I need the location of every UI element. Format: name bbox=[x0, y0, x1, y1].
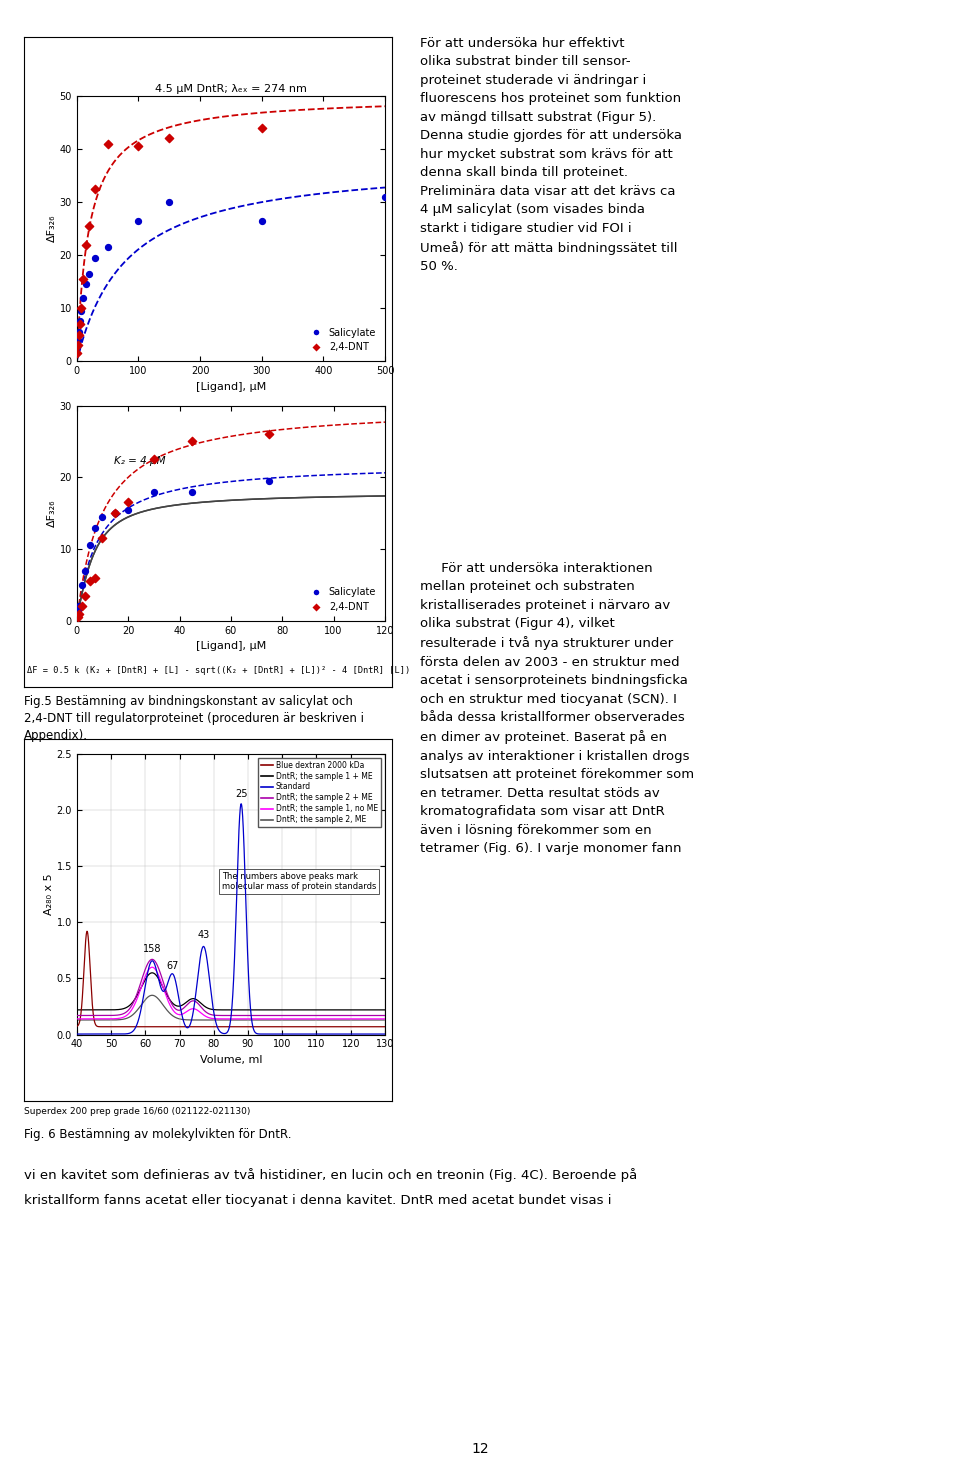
Point bbox=[79, 272, 94, 296]
Title: 4.5 μM DntR; λₑₓ = 274 nm: 4.5 μM DntR; λₑₓ = 274 nm bbox=[155, 84, 307, 95]
Point bbox=[70, 341, 85, 365]
Text: 12: 12 bbox=[471, 1443, 489, 1456]
Point bbox=[75, 285, 90, 309]
Text: 25: 25 bbox=[235, 789, 248, 798]
Point bbox=[87, 566, 103, 590]
Point bbox=[108, 501, 123, 525]
Point bbox=[87, 245, 103, 269]
Point bbox=[87, 177, 103, 201]
Text: Fig.5 Bestämning av bindningskonstant av salicylat och
2,4-DNT till regulatorpro: Fig.5 Bestämning av bindningskonstant av… bbox=[24, 695, 364, 742]
Point bbox=[254, 117, 270, 140]
Legend: Salicylate, 2,4-DNT: Salicylate, 2,4-DNT bbox=[302, 584, 380, 616]
Y-axis label: ΔF₃₂₆: ΔF₃₂₆ bbox=[47, 500, 57, 528]
Point bbox=[77, 584, 92, 607]
Y-axis label: ΔF₃₂₆: ΔF₃₂₆ bbox=[47, 214, 57, 242]
Point bbox=[72, 602, 87, 625]
Text: K₂ = 4 μM: K₂ = 4 μM bbox=[114, 455, 165, 466]
Point bbox=[121, 498, 136, 522]
Text: Fig. 6 Bestämning av molekylvikten för DntR.: Fig. 6 Bestämning av molekylvikten för D… bbox=[24, 1128, 292, 1141]
Text: 67: 67 bbox=[166, 961, 179, 971]
Point bbox=[131, 134, 146, 158]
Text: The numbers above peaks mark
molecular mass of protein standards: The numbers above peaks mark molecular m… bbox=[222, 872, 376, 891]
Point bbox=[73, 297, 88, 321]
Text: För att undersöka hur effektivt
olika substrat binder till sensor-
proteinet stu: För att undersöka hur effektivt olika su… bbox=[420, 37, 682, 273]
Text: Superdex 200 prep grade 16/60 (021122-021130): Superdex 200 prep grade 16/60 (021122-02… bbox=[24, 1107, 251, 1116]
Text: vi en kavitet som definieras av två histidiner, en lucin och en treonin (Fig. 4C: vi en kavitet som definieras av två hist… bbox=[24, 1168, 637, 1181]
Point bbox=[184, 480, 200, 504]
Point bbox=[82, 262, 97, 285]
Point bbox=[95, 526, 110, 550]
Point bbox=[131, 208, 146, 232]
X-axis label: Volume, ml: Volume, ml bbox=[200, 1055, 262, 1066]
Point bbox=[70, 336, 85, 359]
Point bbox=[82, 569, 97, 593]
Y-axis label: A₂₈₀ x 5: A₂₈₀ x 5 bbox=[43, 873, 54, 915]
Legend: Salicylate, 2,4-DNT: Salicylate, 2,4-DNT bbox=[302, 324, 380, 356]
Point bbox=[377, 185, 393, 208]
Point bbox=[74, 594, 89, 618]
Point bbox=[108, 501, 123, 525]
X-axis label: [Ligand], μM: [Ligand], μM bbox=[196, 641, 266, 652]
Point bbox=[262, 469, 277, 492]
Point bbox=[100, 132, 115, 155]
Point bbox=[72, 594, 87, 618]
Text: 158: 158 bbox=[143, 944, 161, 953]
Point bbox=[75, 268, 90, 291]
Point bbox=[70, 334, 85, 358]
Point bbox=[100, 235, 115, 259]
Legend: Blue dextran 2000 kDa, DntR; the sample 1 + ME, Standard, DntR; the sample 2 + M: Blue dextran 2000 kDa, DntR; the sample … bbox=[258, 758, 381, 828]
X-axis label: [Ligand], μM: [Ligand], μM bbox=[196, 381, 266, 392]
Point bbox=[79, 232, 94, 256]
Point bbox=[73, 299, 88, 322]
Point bbox=[82, 534, 97, 557]
Point bbox=[71, 321, 86, 344]
Point bbox=[87, 516, 103, 539]
Point bbox=[121, 491, 136, 514]
Point bbox=[146, 480, 161, 504]
Text: kristallform fanns acetat eller tiocyanat i denna kavitet. DntR med acetat bunde: kristallform fanns acetat eller tiocyana… bbox=[24, 1194, 612, 1208]
Point bbox=[161, 127, 177, 151]
Text: 43: 43 bbox=[198, 930, 209, 940]
Point bbox=[72, 309, 87, 333]
Point bbox=[72, 312, 87, 336]
Point bbox=[184, 430, 200, 454]
Point bbox=[254, 208, 270, 232]
Point bbox=[70, 328, 85, 352]
Point bbox=[95, 505, 110, 529]
Point bbox=[70, 599, 85, 622]
Point bbox=[82, 214, 97, 238]
Point bbox=[70, 606, 85, 630]
Point bbox=[71, 322, 86, 346]
Point bbox=[74, 573, 89, 597]
Point bbox=[146, 448, 161, 471]
Text: ΔF = 0.5 k (K₂ + [DntR] + [L] - sqrt((K₂ + [DntR] + [L])² - 4 [DntR] [L]): ΔF = 0.5 k (K₂ + [DntR] + [L] - sqrt((K₂… bbox=[27, 667, 410, 675]
Point bbox=[77, 559, 92, 582]
Point bbox=[161, 191, 177, 214]
Point bbox=[262, 423, 277, 446]
Text: För att undersöka interaktionen
mellan proteinet och substraten
kristalliserades: För att undersöka interaktionen mellan p… bbox=[420, 562, 694, 856]
